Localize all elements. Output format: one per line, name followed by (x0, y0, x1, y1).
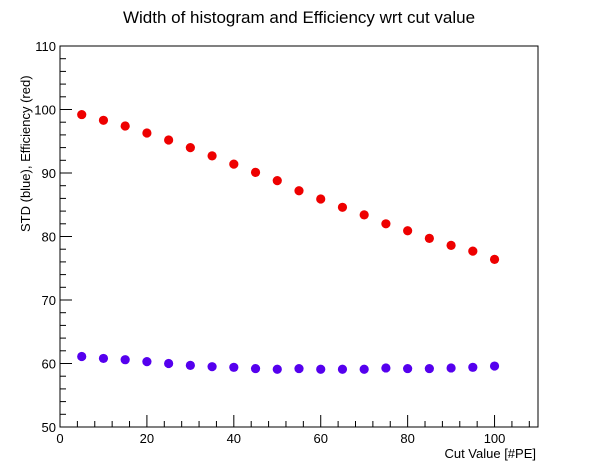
data-point (468, 362, 478, 372)
x-tick-label: 80 (400, 431, 414, 446)
data-point (120, 355, 130, 365)
y-tick-label: 80 (42, 230, 56, 245)
data-point (185, 143, 195, 153)
data-point (229, 159, 239, 169)
data-point (381, 219, 391, 229)
data-point (316, 194, 326, 204)
x-tick-label: 100 (484, 431, 506, 446)
data-point (250, 363, 261, 374)
data-point (272, 176, 282, 186)
series-2 (77, 351, 500, 374)
data-point (207, 362, 217, 372)
data-point (120, 121, 130, 131)
data-point (207, 151, 217, 161)
data-point (446, 363, 456, 373)
x-tick-label: 40 (227, 431, 241, 446)
x-tick-label: 0 (56, 431, 63, 446)
data-point (98, 115, 109, 125)
data-point (489, 361, 500, 371)
y-tick-label: 50 (42, 420, 56, 435)
data-point (142, 128, 152, 138)
data-point (142, 356, 152, 367)
data-point (424, 363, 434, 374)
y-tick-label: 90 (42, 166, 56, 181)
data-point (468, 246, 478, 256)
data-point (229, 362, 239, 372)
data-point (403, 363, 413, 374)
data-point (489, 254, 500, 264)
data-point (164, 135, 174, 145)
data-point (77, 351, 87, 362)
data-point (446, 240, 456, 250)
data-point (272, 364, 282, 374)
data-point (359, 210, 369, 220)
data-point (359, 364, 369, 374)
data-point (381, 363, 391, 373)
data-point (337, 202, 348, 212)
y-tick-label: 70 (42, 293, 56, 308)
data-point (294, 186, 304, 196)
data-point (98, 353, 109, 364)
y-tick-label: 110 (35, 39, 56, 54)
x-tick-label: 60 (313, 431, 327, 446)
data-point (250, 167, 261, 177)
y-tick-label: 60 (42, 357, 56, 372)
chart-title: Width of histogram and Efficiency wrt cu… (123, 8, 475, 27)
data-point (316, 364, 326, 374)
y-tick-label: 100 (34, 103, 56, 118)
series-layer (77, 109, 500, 374)
data-point (77, 109, 87, 120)
x-axis: 0 20 40 60 80 100 (56, 415, 530, 446)
data-point (403, 226, 413, 236)
x-tick-label: 20 (140, 431, 154, 446)
series-1 (77, 109, 500, 264)
y-axis-label: STD (blue), Efficiency (red) (18, 75, 33, 232)
x-axis-label: Cut Value [#PE] (444, 446, 536, 461)
data-point (337, 364, 348, 374)
y-axis: 50 60 70 80 90 100 110 (34, 39, 72, 435)
data-point (164, 358, 174, 369)
data-point (185, 360, 195, 371)
data-point (294, 363, 304, 374)
data-point (424, 233, 434, 244)
